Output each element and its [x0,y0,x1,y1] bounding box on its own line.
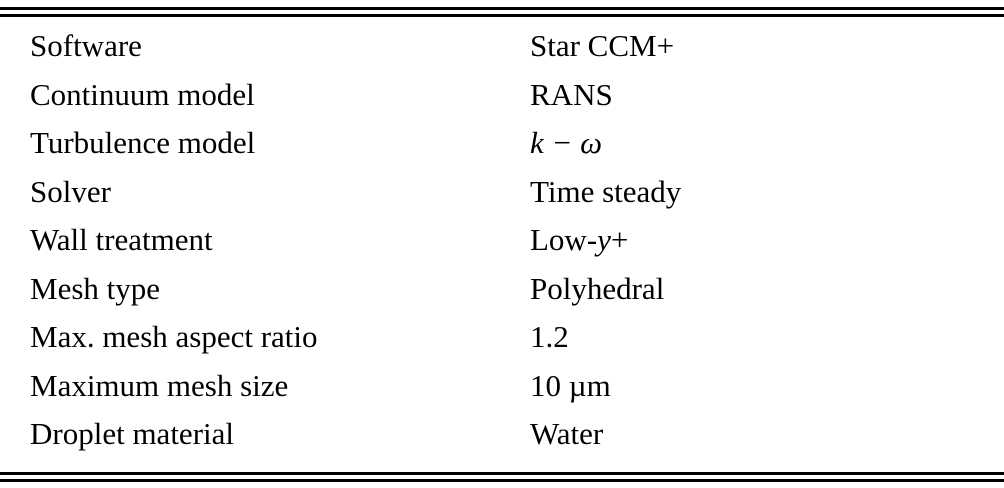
table-bottom-rule [0,472,1004,482]
value-text: Star CCM+ [530,28,675,63]
value-suffix-text: + [610,222,629,257]
table-row: Mesh type Polyhedral [0,265,1004,314]
rule-line [0,14,1004,17]
value-cell: 10 µm [530,362,1004,411]
rule-line [0,472,1004,475]
param-cell: Turbulence model [30,125,256,160]
rule-line [0,7,1004,10]
value-text: RANS [530,76,613,112]
param-cell: Mesh type [30,270,161,306]
table-row: Solver Time steady [0,168,1004,217]
table-row: Max. mesh aspect ratio 1.2 [0,313,1004,362]
table-row: Software Star CCM+ [0,22,1004,71]
value-italic-text: y [597,222,611,257]
value-cell: RANS [530,71,1004,120]
param-cell: Continuum model [30,76,255,112]
table-row: Turbulence model k − ω [0,119,1004,168]
table-row: Droplet material Water [0,410,1004,459]
param-cell: Maximum mesh size [30,367,289,403]
rule-line [0,479,1004,482]
param-cell: Max. mesh aspect ratio [30,319,318,354]
table-top-rule [0,7,1004,17]
value-cell: Time steady [530,168,1004,217]
value-text: Water [530,416,604,451]
param-cell: Solver [30,173,111,209]
value-cell: Polyhedral [530,265,1004,314]
value-text: Time steady [530,173,682,209]
table-row: Maximum mesh size 10 µm [0,362,1004,411]
value-cell: Water [530,410,1004,459]
value-cell: Star CCM+ [530,22,1004,71]
value-text: 1.2 [530,319,569,354]
table-row: Continuum model RANS [0,71,1004,120]
param-cell: Wall treatment [30,222,213,257]
table-row: Wall treatment Low-y+ [0,216,1004,265]
value-italic-text: k − ω [530,125,603,160]
param-cell: Droplet material [30,416,234,451]
table-body: Software Star CCM+ Continuum model RANS … [0,17,1004,472]
value-cell: Low-y+ [530,216,1004,265]
value-text: 10 µm [530,367,611,403]
value-cell: 1.2 [530,313,1004,362]
param-cell: Software [30,28,142,63]
value-text: Polyhedral [530,270,665,306]
value-text: Low- [530,222,598,257]
value-cell: k − ω [530,119,1004,168]
